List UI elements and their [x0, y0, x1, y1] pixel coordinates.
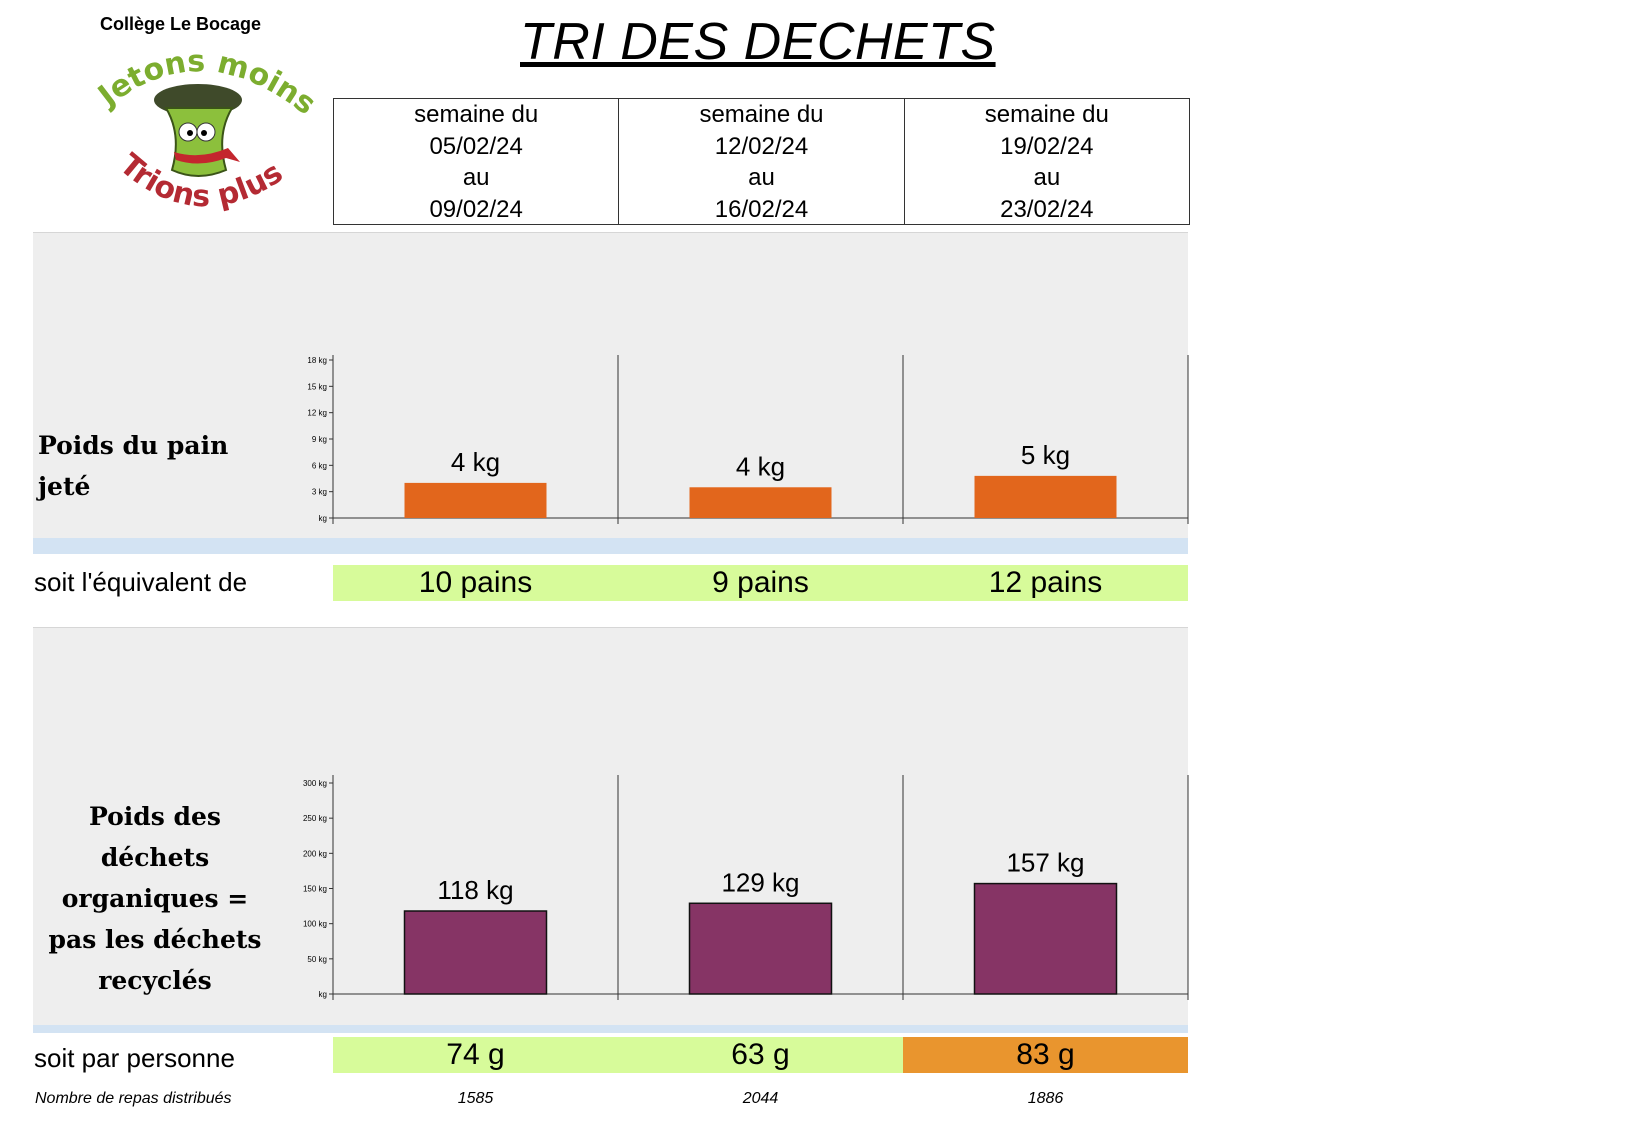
- equivalent-value: 12 pains: [903, 565, 1188, 601]
- y-tick-label: 15 kg: [307, 382, 327, 391]
- y-tick-label: 100 kg: [303, 920, 327, 929]
- equivalent-label: soit l'équivalent de: [34, 567, 248, 597]
- page-title: TRI DES DECHETS: [520, 13, 996, 71]
- bar-data-label: 157 kg: [1006, 848, 1084, 878]
- week-start: 05/02/24: [429, 132, 523, 160]
- bar: [689, 487, 832, 518]
- week-au: au: [462, 164, 490, 191]
- divider: [33, 1025, 1188, 1033]
- meals-row: 1585 2044 1886: [333, 1090, 1188, 1108]
- equivalent-row: 10 pains 9 pains 12 pains: [333, 565, 1188, 601]
- meals-value: 1585: [457, 1090, 494, 1107]
- weeks-table: semaine du 05/02/24 au 09/02/24 semaine …: [333, 98, 1190, 225]
- week-cell: semaine du 19/02/24 au 23/02/24: [905, 99, 1189, 224]
- y-tick-label: 250 kg: [303, 814, 327, 823]
- week-line1: semaine du: [414, 101, 539, 128]
- y-tick-label: 3 kg: [312, 488, 327, 497]
- per-person-label: soit par personne: [34, 1043, 235, 1073]
- y-tick-label: 18 kg: [307, 356, 327, 365]
- meals-value: 2044: [742, 1090, 779, 1107]
- bar-data-label: 4 kg: [736, 451, 785, 481]
- bar: [973, 882, 1118, 995]
- school-name: Collège Le Bocage: [100, 14, 262, 34]
- bar: [404, 482, 547, 518]
- week-start: 12/02/24: [714, 132, 809, 160]
- week-start: 19/02/24: [1000, 132, 1094, 160]
- per-person-value: 83 g: [903, 1037, 1188, 1073]
- y-tick-label: kg: [319, 990, 327, 999]
- meals-label: Nombre de repas distribués: [35, 1090, 232, 1107]
- bar: [974, 475, 1117, 518]
- organic-section-title: Poids des déchets organiques = pas les d…: [48, 802, 262, 995]
- bar-data-label: 5 kg: [1021, 440, 1070, 470]
- mascot-icon: [154, 84, 242, 177]
- week-au: au: [1033, 164, 1061, 191]
- y-tick-label: 300 kg: [303, 779, 327, 788]
- week-end: 23/02/24: [1000, 195, 1094, 223]
- logo: Jetons moins Trions plus: [90, 44, 320, 215]
- y-tick-label: 200 kg: [303, 849, 327, 858]
- equivalent-value: 9 pains: [618, 565, 903, 601]
- y-tick-label: 12 kg: [307, 409, 327, 418]
- bar: [403, 910, 548, 995]
- y-tick-label: 150 kg: [303, 885, 327, 894]
- week-au: au: [748, 164, 775, 191]
- meals-value: 1886: [1027, 1090, 1064, 1107]
- divider: [33, 538, 1188, 554]
- week-line1: semaine du: [699, 101, 824, 128]
- bar-data-label: 118 kg: [437, 875, 513, 905]
- week-end: 16/02/24: [714, 195, 809, 223]
- bar: [688, 902, 833, 995]
- per-person-value: 74 g: [333, 1037, 618, 1073]
- equivalent-value: 10 pains: [333, 565, 618, 601]
- bar-data-label: 129 kg: [721, 867, 799, 897]
- y-tick-label: kg: [319, 514, 327, 523]
- y-tick-label: 6 kg: [312, 461, 327, 470]
- per-person-value: 63 g: [618, 1037, 903, 1073]
- week-cell: semaine du 05/02/24 au 09/02/24: [334, 99, 620, 224]
- week-cell: semaine du 12/02/24 au 16/02/24: [619, 99, 905, 224]
- bread-section-title: Poids du pain jeté: [38, 431, 229, 501]
- week-line1: semaine du: [984, 101, 1109, 128]
- week-end: 09/02/24: [429, 195, 523, 223]
- per-person-row: 74 g 63 g 83 g: [333, 1037, 1188, 1073]
- y-tick-label: 50 kg: [307, 955, 327, 964]
- bar-data-label: 4 kg: [451, 447, 500, 477]
- y-tick-label: 9 kg: [312, 435, 327, 444]
